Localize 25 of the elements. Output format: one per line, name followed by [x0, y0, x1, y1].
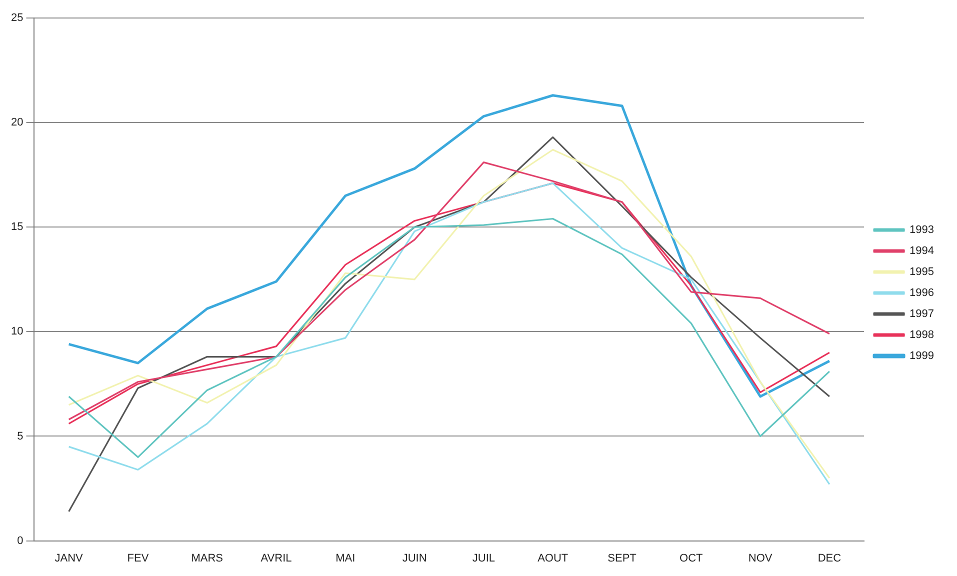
legend-label: 1996: [910, 287, 934, 300]
legend-label: 1997: [910, 308, 934, 320]
y-tick-label: 25: [10, 12, 24, 24]
x-tick-label: SEPT: [608, 552, 637, 564]
x-tick-label: AVRIL: [260, 552, 292, 564]
x-tick-label: FEV: [127, 552, 150, 564]
x-tick-label: JUIL: [472, 552, 496, 564]
x-tick-label: DEC: [818, 552, 842, 564]
legend-label: 1993: [910, 224, 934, 236]
x-tick-label: MARS: [191, 552, 223, 564]
x-tick-label: OCT: [680, 552, 704, 564]
y-tick-label: 20: [10, 116, 24, 129]
x-tick-label: JANV: [54, 552, 84, 564]
y-tick-label: 15: [10, 221, 24, 234]
x-tick-label: AOUT: [538, 552, 568, 564]
y-tick-label: 5: [17, 430, 24, 442]
legend-label: 1994: [910, 245, 934, 258]
x-tick-label: JUIN: [402, 552, 427, 564]
legend-label: 1998: [910, 329, 934, 342]
y-tick-label: 0: [17, 534, 24, 547]
legend-label: 1995: [910, 266, 934, 278]
x-tick-label: MAI: [336, 552, 356, 564]
x-tick-label: NOV: [748, 552, 773, 564]
legend-label: 1999: [910, 350, 934, 362]
y-tick-label: 10: [10, 326, 24, 338]
